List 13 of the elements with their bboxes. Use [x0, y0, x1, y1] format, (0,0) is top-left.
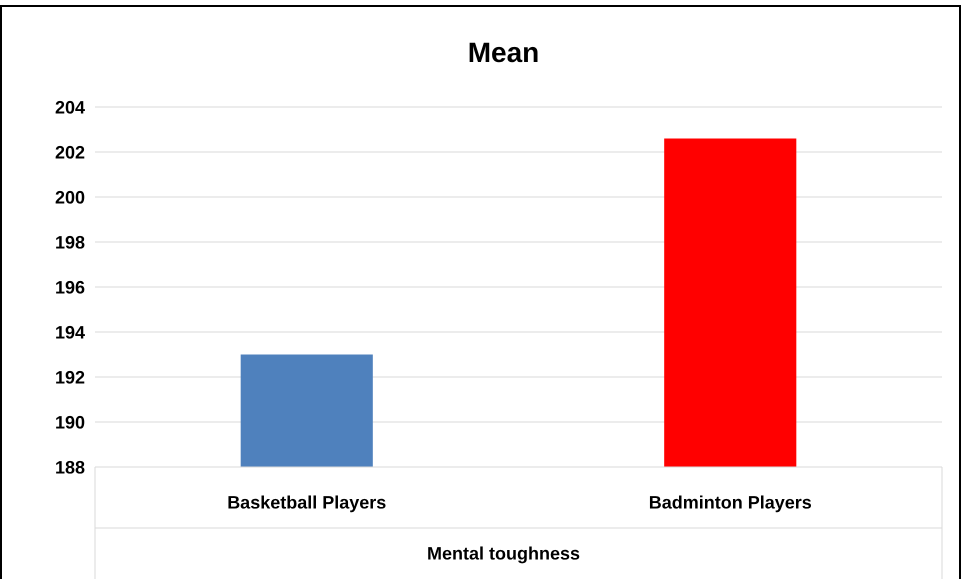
y-tick-label: 188 — [54, 457, 85, 478]
y-tick-label: 204 — [54, 97, 85, 118]
chart-title: Mean — [468, 37, 540, 68]
y-tick-label: 196 — [54, 277, 85, 298]
y-tick-label: 194 — [54, 322, 85, 342]
y-tick-label: 200 — [54, 187, 85, 208]
x-axis-title: Mental toughness — [426, 543, 580, 564]
x-tick-label: Badminton Players — [648, 492, 812, 512]
y-tick-label: 198 — [54, 232, 85, 252]
y-tick-label: 202 — [54, 142, 85, 162]
x-tick-label: Basketball Players — [227, 492, 386, 512]
y-tick-label: 192 — [54, 367, 85, 388]
y-tick-label: 190 — [54, 412, 85, 432]
